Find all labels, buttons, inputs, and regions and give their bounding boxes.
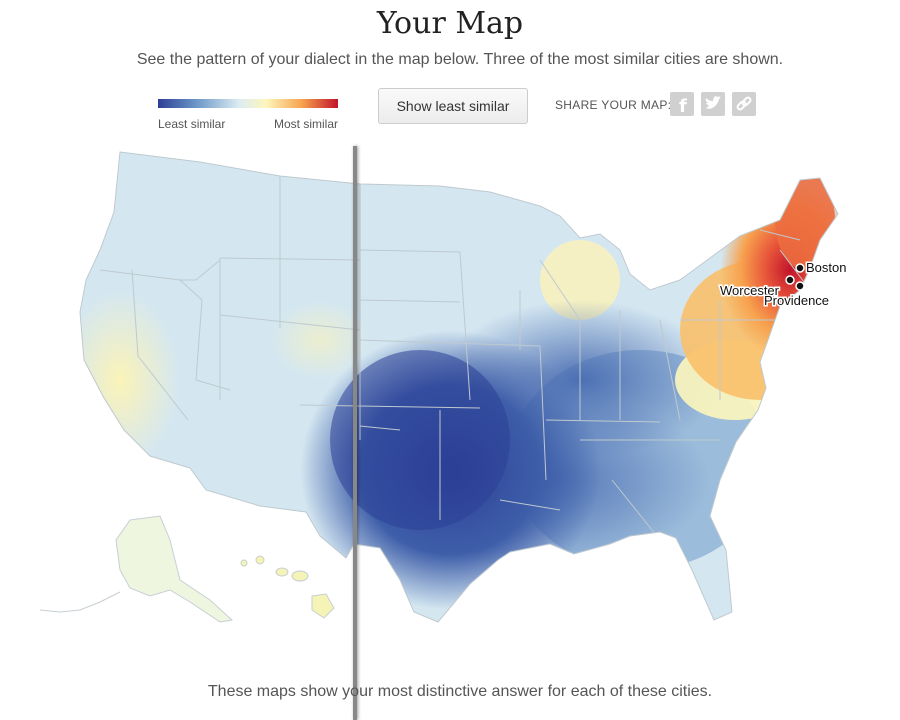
twitter-icon[interactable] [701, 92, 725, 116]
link-icon[interactable] [732, 92, 756, 116]
alaska-shape [39, 515, 234, 623]
page-title: Your Map [376, 6, 524, 41]
dialect-map: Boston Worcester Providence [39, 151, 848, 623]
city-marker-boston [795, 263, 805, 273]
similarity-legend: Least similar Most similar [158, 95, 338, 133]
legend-color-ramp [158, 99, 338, 108]
hawaii-shape [240, 555, 335, 619]
footer-caption: These maps show your most distinctive an… [207, 683, 713, 700]
share-label: SHARE YOUR MAP: [555, 98, 672, 112]
city-markers: Boston Worcester Providence [719, 259, 848, 310]
legend-least-label: Least similar [158, 117, 226, 131]
state-borders [99, 176, 811, 541]
map-subtitle: See the pattern of your dialect in the m… [136, 51, 784, 68]
city-label-worcester: Worcester [720, 283, 780, 298]
city-label-boston: Boston [806, 260, 846, 275]
compare-slider-handle[interactable] [353, 146, 357, 720]
show-least-similar-button[interactable]: Show least similar [378, 88, 528, 124]
us-outline [79, 151, 839, 623]
legend-most-label: Most similar [273, 117, 338, 131]
city-marker-providence [795, 281, 805, 291]
city-label-providence: Providence [764, 293, 829, 308]
svg-text:f: f [679, 96, 687, 116]
city-marker-worcester [785, 275, 795, 285]
facebook-icon[interactable]: f [670, 92, 694, 116]
